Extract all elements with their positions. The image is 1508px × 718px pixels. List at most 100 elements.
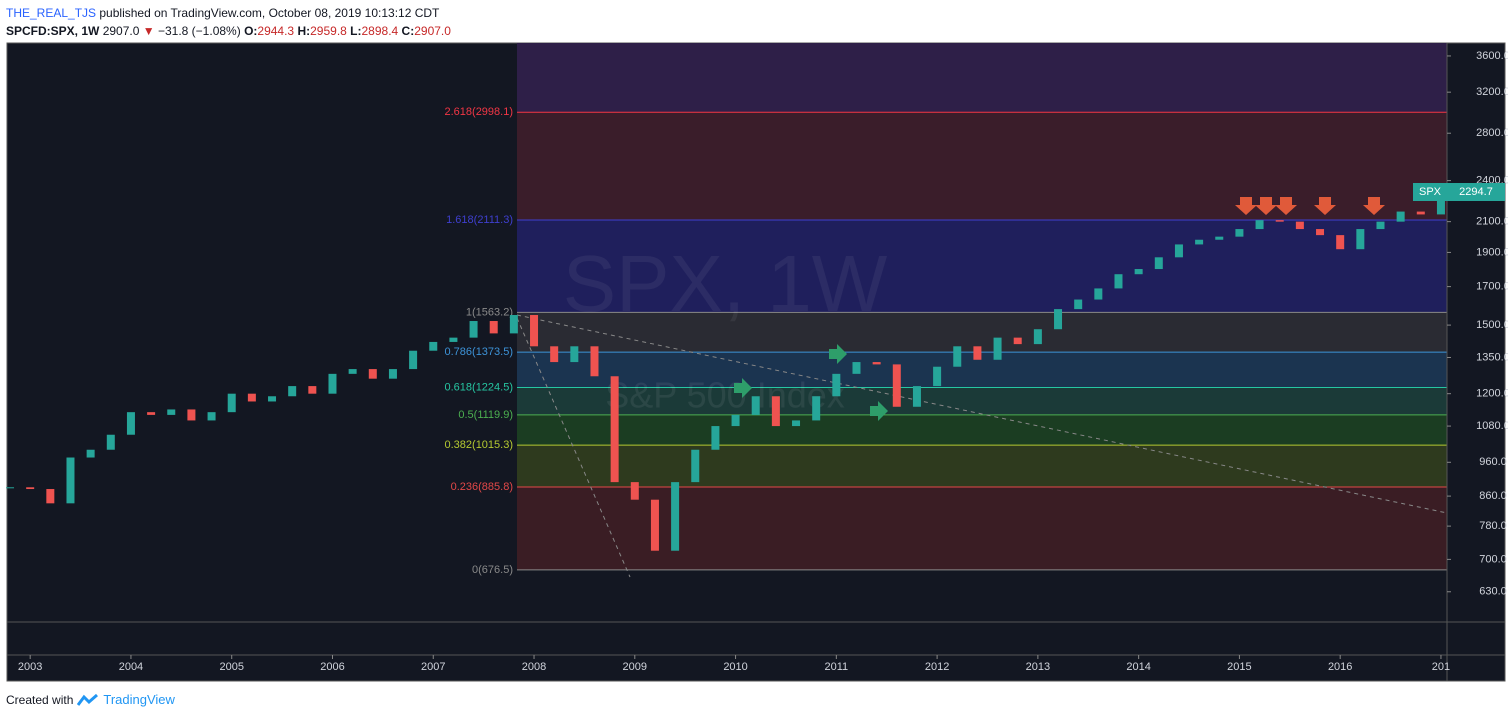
price-tag-value: 2294.7	[1459, 186, 1493, 198]
candle	[1114, 274, 1123, 289]
candle	[872, 362, 881, 365]
brand[interactable]: TradingView	[103, 692, 175, 707]
candle	[1174, 244, 1183, 258]
candle	[1195, 239, 1204, 245]
candle	[46, 489, 55, 504]
candle	[570, 346, 579, 363]
y-tick-label: 3200.0	[1476, 86, 1508, 98]
author[interactable]: THE_REAL_TJS	[6, 6, 97, 20]
h-label: H:	[297, 24, 311, 38]
candle	[348, 369, 357, 374]
trend-line	[516, 314, 1448, 514]
candle	[630, 482, 639, 500]
x-tick-label: 2006	[320, 661, 344, 673]
x-tick-label: 2015	[1227, 661, 1251, 673]
fib-label: 0.786(1373.5)	[445, 346, 514, 358]
created-with: Created with	[6, 692, 74, 707]
x-tick-label: 2004	[119, 661, 143, 673]
open: 2944.3	[257, 24, 295, 38]
candle	[973, 346, 982, 360]
fib-zone	[517, 352, 1447, 388]
y-tick-label: 2800.0	[1476, 127, 1508, 139]
candle	[66, 457, 75, 504]
arrow-right	[734, 378, 752, 398]
x-tick-label: 2010	[723, 661, 747, 673]
candle	[711, 426, 720, 450]
fib-zone	[517, 414, 1447, 446]
candle	[751, 396, 760, 415]
fib-label: 0.5(1119.9)	[458, 409, 513, 421]
candle	[671, 482, 680, 551]
fib-label: 0.382(1015.3)	[445, 439, 514, 451]
candle	[832, 373, 841, 397]
arrow-right	[829, 344, 847, 364]
candle	[650, 499, 659, 551]
header: THE_REAL_TJS published on TradingView.co…	[6, 4, 451, 40]
watermark-sub: S&P 500 Index	[605, 375, 845, 416]
candle	[1295, 221, 1304, 230]
candle	[187, 409, 196, 421]
fib-zone	[517, 387, 1447, 415]
x-tick-label: 2012	[925, 661, 949, 673]
publish-line: THE_REAL_TJS published on TradingView.co…	[6, 4, 451, 22]
y-tick-label: 1350.0	[1476, 351, 1508, 363]
candle	[1134, 269, 1143, 275]
y-tick-label: 2100.0	[1476, 216, 1508, 228]
candle	[1376, 221, 1385, 230]
fib-zone	[517, 220, 1447, 313]
y-tick-label: 780.0	[1479, 520, 1507, 532]
price-tag-name-bg	[1413, 183, 1447, 201]
x-tick-label: 2013	[1026, 661, 1050, 673]
x-tick-label: 2009	[623, 661, 647, 673]
y-tick-label: 630.0	[1479, 586, 1507, 598]
candle	[489, 321, 498, 334]
candle	[308, 386, 317, 394]
candle	[912, 386, 921, 407]
fib-label: 2.618(2998.1)	[445, 106, 514, 118]
candle	[126, 412, 135, 435]
candle	[1316, 229, 1325, 236]
symbol: SPCFD:SPX, 1W	[6, 24, 100, 38]
fib-label: 0.618(1224.5)	[445, 381, 514, 393]
watermark: SPX, 1W	[563, 239, 888, 328]
candle	[1235, 229, 1244, 237]
candle	[268, 396, 277, 402]
candle	[1436, 195, 1445, 215]
candle	[1074, 299, 1083, 310]
candle	[1033, 329, 1042, 345]
candle	[1094, 288, 1103, 300]
candle	[106, 434, 115, 450]
arrow-down	[1363, 197, 1385, 215]
logo	[77, 693, 99, 706]
candle	[207, 412, 216, 421]
y-tick-label: 1700.0	[1476, 281, 1508, 293]
ohlc-line: SPCFD:SPX, 1W 2907.0 ▼ −31.8 (−1.08%) O:…	[6, 22, 451, 40]
trend-line	[516, 317, 631, 578]
y-tick-label: 860.0	[1479, 490, 1507, 502]
candle	[429, 341, 438, 351]
candle	[812, 396, 821, 421]
low: 2898.4	[361, 24, 399, 38]
arrow-down	[1235, 197, 1257, 215]
x-tick-label: 2008	[522, 661, 546, 673]
candle	[1255, 220, 1264, 230]
candle	[530, 315, 539, 347]
fib-label: 0(676.5)	[472, 564, 513, 576]
candle	[792, 420, 801, 427]
x-tick-label: 2007	[421, 661, 445, 673]
candle	[1275, 220, 1284, 222]
fib-zone	[517, 312, 1447, 353]
candle	[1054, 309, 1063, 330]
y-tick-label: 960.0	[1479, 456, 1507, 468]
candle	[227, 393, 236, 413]
candle	[731, 414, 740, 427]
l-label: L:	[350, 24, 362, 38]
candle	[167, 409, 176, 415]
change: −31.8 (−1.08%)	[157, 24, 241, 38]
x-tick-label: 2016	[1328, 661, 1352, 673]
candle	[449, 337, 458, 342]
candle	[1336, 235, 1345, 250]
published: published on TradingView.com, October 08…	[99, 6, 440, 20]
candle	[288, 386, 297, 397]
